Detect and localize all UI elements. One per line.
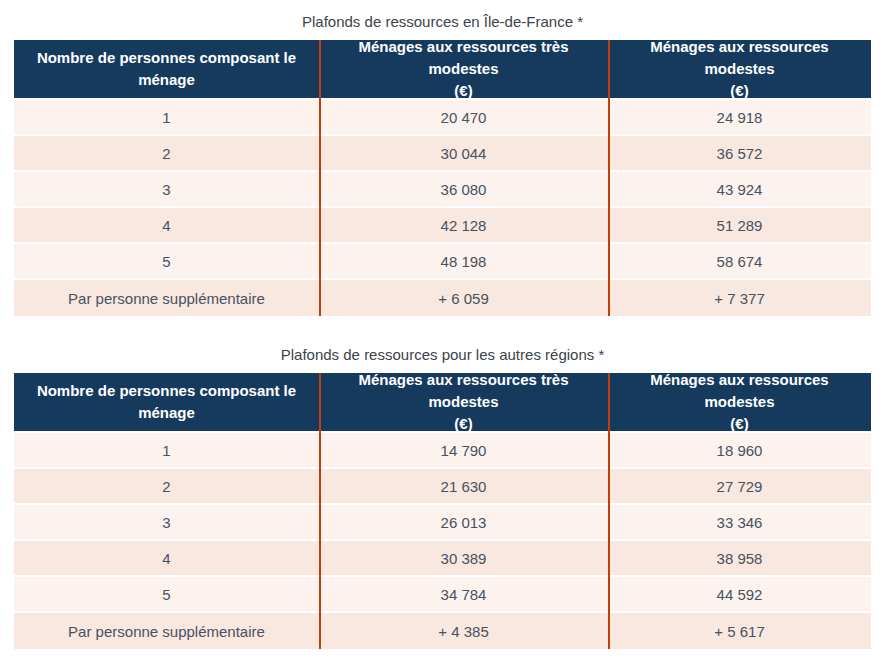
table-cell: 33 346 [608,505,871,539]
table-cell: 21 630 [319,469,608,503]
table-row: 326 01333 346 [14,505,871,541]
column-separator-line [319,373,321,649]
table-section-other-regions: Plafonds de ressources pour les autres r… [0,346,885,649]
resource-ceilings-page: Plafonds de ressources en Île-de-France … [0,0,885,661]
table-cell: 36 080 [319,172,608,206]
table-cell: 44 592 [608,577,871,611]
table-row: 230 04436 572 [14,136,871,172]
table-cell: 20 470 [319,100,608,134]
table-cell: 3 [14,505,319,539]
table-row: 534 78444 592 [14,577,871,613]
table-row: 548 19858 674 [14,244,871,280]
column-header-household-size: Nombre de personnes composant le ménage [14,40,319,98]
column-header-modest: Ménages aux ressources modestes (€) [608,373,871,431]
table-cell: 58 674 [608,244,871,278]
table-cell: 2 [14,136,319,170]
table-row: Par personne supplémentaire+ 4 385+ 5 61… [14,613,871,649]
table-cell: + 4 385 [319,613,608,649]
table-cell: 5 [14,577,319,611]
table-cell: Par personne supplémentaire [14,280,319,316]
table-cell: + 6 059 [319,280,608,316]
table-cell: + 5 617 [608,613,871,649]
table-cell: 38 958 [608,541,871,575]
table-header-row: Nombre de personnes composant le ménage … [14,373,871,433]
column-separator-line [608,373,610,649]
table-cell: 18 960 [608,433,871,467]
table-row: 221 63027 729 [14,469,871,505]
resource-table-ile-de-france: Nombre de personnes composant le ménage … [14,40,871,316]
table-cell: Par personne supplémentaire [14,613,319,649]
table-row: 120 47024 918 [14,100,871,136]
table-row: Par personne supplémentaire+ 6 059+ 7 37… [14,280,871,316]
table-cell: 42 128 [319,208,608,242]
column-header-modest: Ménages aux ressources modestes (€) [608,40,871,98]
column-header-very-modest: Ménages aux ressources très modestes (€) [319,373,608,431]
table-row: 442 12851 289 [14,208,871,244]
table-cell: 3 [14,172,319,206]
column-header-household-size: Nombre de personnes composant le ménage [14,373,319,431]
column-separator-line [319,40,321,316]
table-cell: 34 784 [319,577,608,611]
table-cell: 4 [14,208,319,242]
table-cell: 2 [14,469,319,503]
table-cell: + 7 377 [608,280,871,316]
table-title-ile-de-france: Plafonds de ressources en Île-de-France … [0,13,885,31]
table-cell: 51 289 [608,208,871,242]
resource-table-other-regions: Nombre de personnes composant le ménage … [14,373,871,649]
table-cell: 36 572 [608,136,871,170]
table-cell: 43 924 [608,172,871,206]
table-cell: 30 389 [319,541,608,575]
table-cell: 5 [14,244,319,278]
table-cell: 27 729 [608,469,871,503]
table-header-row: Nombre de personnes composant le ménage … [14,40,871,100]
table-body: 120 47024 918230 04436 572336 08043 9244… [14,100,871,316]
column-separator-line [608,40,610,316]
table-cell: 14 790 [319,433,608,467]
table-row: 430 38938 958 [14,541,871,577]
table-row: 336 08043 924 [14,172,871,208]
table-cell: 1 [14,100,319,134]
table-row: 114 79018 960 [14,433,871,469]
table-body: 114 79018 960221 63027 729326 01333 3464… [14,433,871,649]
table-title-other-regions: Plafonds de ressources pour les autres r… [0,346,885,364]
table-cell: 26 013 [319,505,608,539]
table-cell: 1 [14,433,319,467]
table-section-ile-de-france: Plafonds de ressources en Île-de-France … [0,13,885,316]
table-cell: 30 044 [319,136,608,170]
table-cell: 24 918 [608,100,871,134]
table-cell: 4 [14,541,319,575]
table-cell: 48 198 [319,244,608,278]
column-header-very-modest: Ménages aux ressources très modestes (€) [319,40,608,98]
